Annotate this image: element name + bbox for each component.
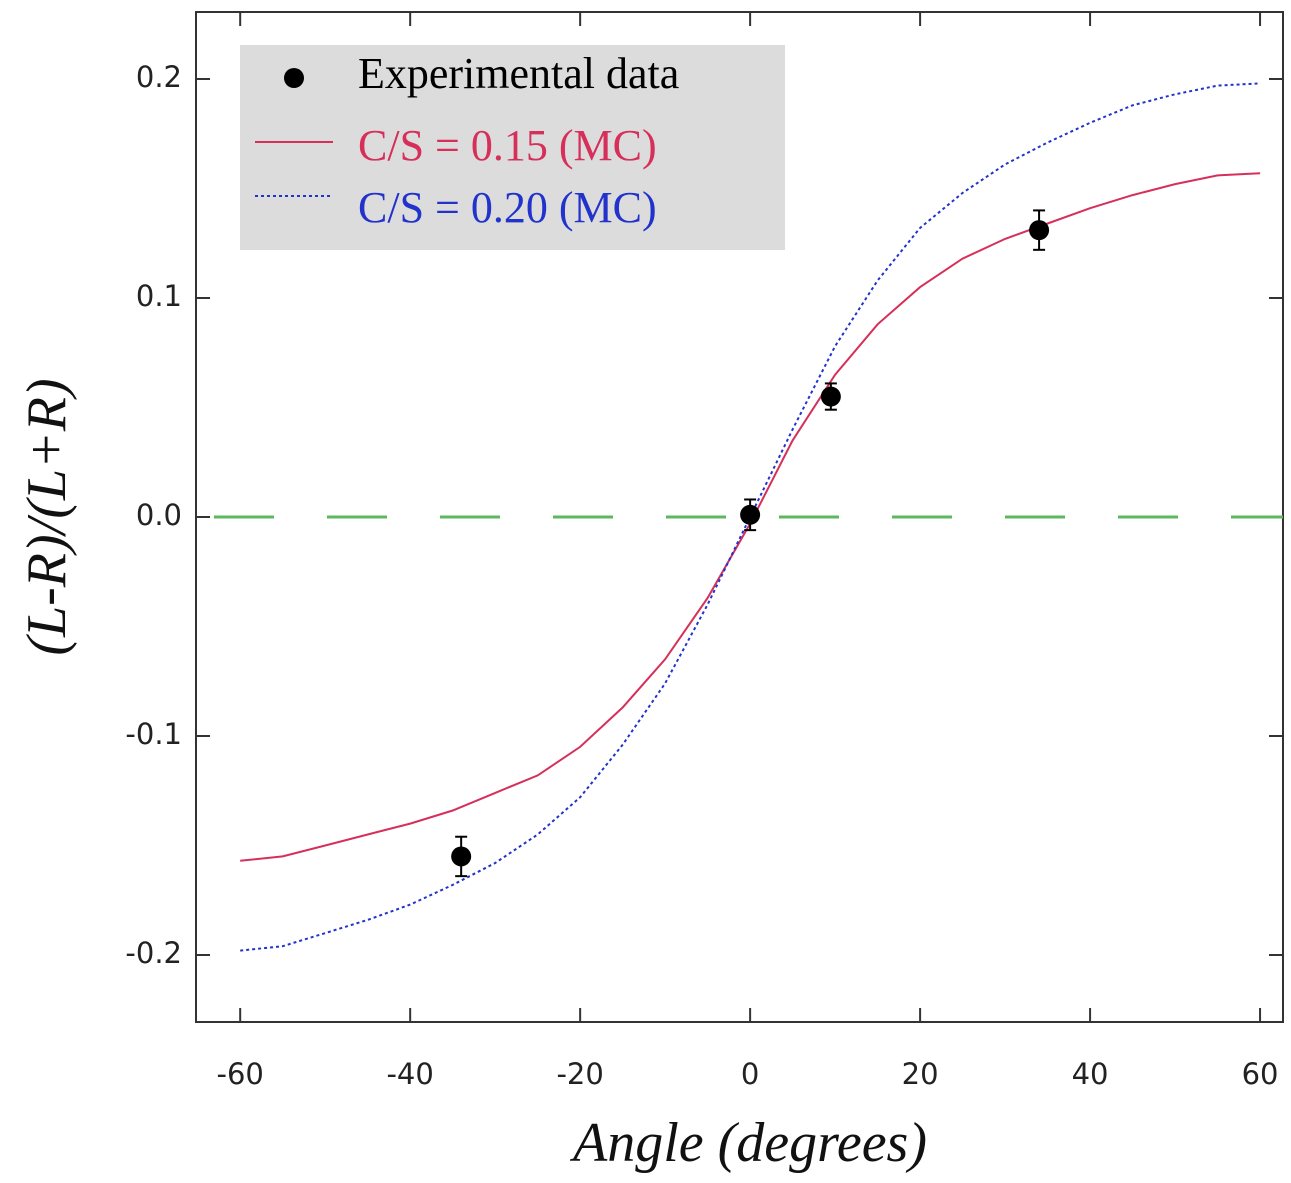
- y-axis-title: (L-R)/(L+R): [16, 378, 78, 655]
- legend-label: C/S = 0.20 (MC): [358, 183, 657, 232]
- x-tick-label: 20: [902, 1057, 939, 1091]
- y-tick-label: -0.1: [125, 717, 182, 751]
- x-tick-label: 40: [1072, 1057, 1109, 1091]
- legend-marker: [284, 68, 304, 88]
- y-tick-label: -0.2: [125, 936, 182, 970]
- x-tick-label: -40: [386, 1057, 433, 1091]
- y-tick-label: 0.2: [136, 60, 182, 94]
- data-point: [1029, 220, 1050, 241]
- x-tick-label: -60: [217, 1057, 264, 1091]
- y-tick-label: 0.0: [136, 498, 182, 532]
- x-axis-title: Angle (degrees): [569, 1112, 927, 1174]
- x-tick-label: 60: [1242, 1057, 1279, 1091]
- data-point: [740, 504, 761, 525]
- y-tick-label: 0.1: [136, 279, 182, 313]
- x-tick-label: 0: [741, 1057, 759, 1091]
- data-point: [451, 846, 472, 867]
- data-point: [820, 386, 841, 407]
- legend-label: C/S = 0.15 (MC): [358, 121, 657, 170]
- x-tick-label: -20: [556, 1057, 603, 1091]
- legend-box: [240, 45, 785, 250]
- legend-label: Experimental data: [358, 49, 679, 98]
